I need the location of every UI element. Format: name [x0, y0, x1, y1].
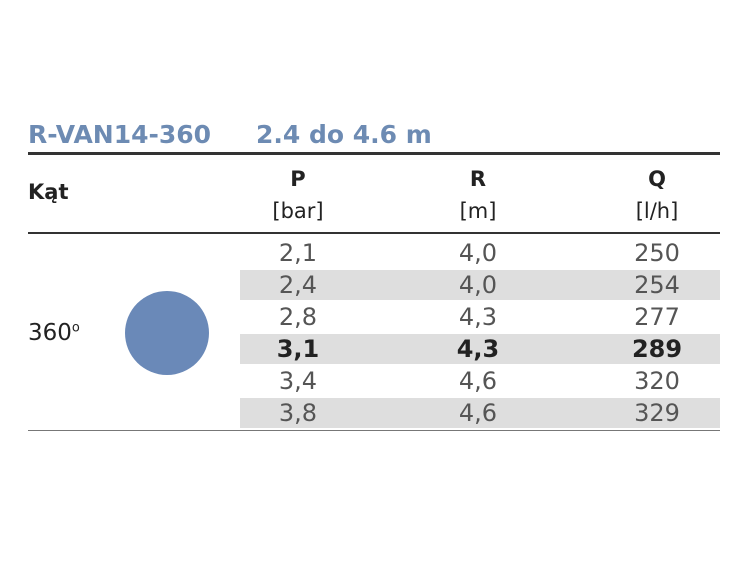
cell: 4,6 [458, 367, 498, 395]
header-rule [28, 232, 720, 234]
range-title: 2.4 do 4.6 m [256, 120, 432, 149]
top-rule [28, 152, 720, 155]
column-unit: [bar] [272, 199, 324, 223]
cell: 320 [634, 367, 680, 395]
coverage-circle [125, 291, 209, 375]
model-title: R-VAN14-360 [28, 120, 212, 149]
angle-header: Kąt [28, 180, 69, 204]
column-name: Q [648, 167, 666, 191]
cell: 4,0 [458, 271, 498, 299]
cell: 254 [634, 271, 680, 299]
cell: 3,4 [278, 367, 318, 395]
cell: 289 [631, 335, 683, 363]
column-unit: [l/h] [635, 199, 679, 223]
angle-degree: o [71, 320, 80, 336]
cell: 4,6 [458, 399, 498, 427]
bottom-rule [28, 430, 720, 431]
column-unit: [m] [459, 199, 497, 223]
cell: 2,4 [278, 271, 318, 299]
cell: 329 [634, 399, 680, 427]
cell: 2,1 [278, 239, 318, 267]
row-shade [240, 334, 720, 364]
cell: 277 [634, 303, 680, 331]
cell: 4,0 [458, 239, 498, 267]
cell: 3,8 [278, 399, 318, 427]
column-name: P [290, 167, 306, 191]
angle-label: 360o [28, 320, 80, 346]
row-shade [240, 398, 720, 428]
cell: 4,3 [458, 303, 498, 331]
cell: 250 [634, 239, 680, 267]
angle-value: 360 [28, 320, 72, 346]
cell: 3,1 [276, 335, 320, 363]
row-shade [240, 270, 720, 300]
cell: 4,3 [456, 335, 500, 363]
cell: 2,8 [278, 303, 318, 331]
column-name: R [469, 167, 487, 191]
